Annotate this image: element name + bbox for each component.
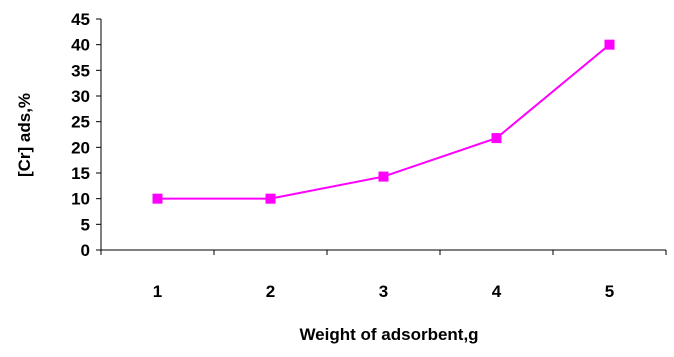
data-point-marker [265,193,276,204]
data-point-marker [152,193,163,204]
y-tick-label: 0 [81,241,90,260]
x-tick-label: 4 [492,282,502,301]
x-tick-label: 2 [266,282,275,301]
y-axis-ticks: 0 5 10 15 20 25 30 35 40 45 [71,10,101,260]
y-tick-label: 15 [71,164,90,183]
y-axis-title: [Cr] ads,% [15,93,34,177]
x-tick-label: 3 [379,282,388,301]
y-tick-label: 10 [71,190,90,209]
x-tick-label: 5 [605,282,614,301]
data-point-marker [491,133,502,144]
y-tick-label: 20 [71,138,90,157]
y-tick-label: 45 [71,10,90,29]
data-point-marker [378,171,389,182]
y-tick-label: 35 [71,61,90,80]
y-tick-label: 30 [71,87,90,106]
x-axis-ticks: 1 2 3 4 5 [100,250,667,301]
y-tick-label: 5 [81,215,90,234]
y-tick-label: 25 [71,113,90,132]
series-layer [152,39,615,204]
data-point-marker [604,39,615,50]
x-axis-title: Weight of adsorbent,g [299,325,478,344]
x-tick-label: 1 [153,282,162,301]
y-tick-label: 40 [71,36,90,55]
